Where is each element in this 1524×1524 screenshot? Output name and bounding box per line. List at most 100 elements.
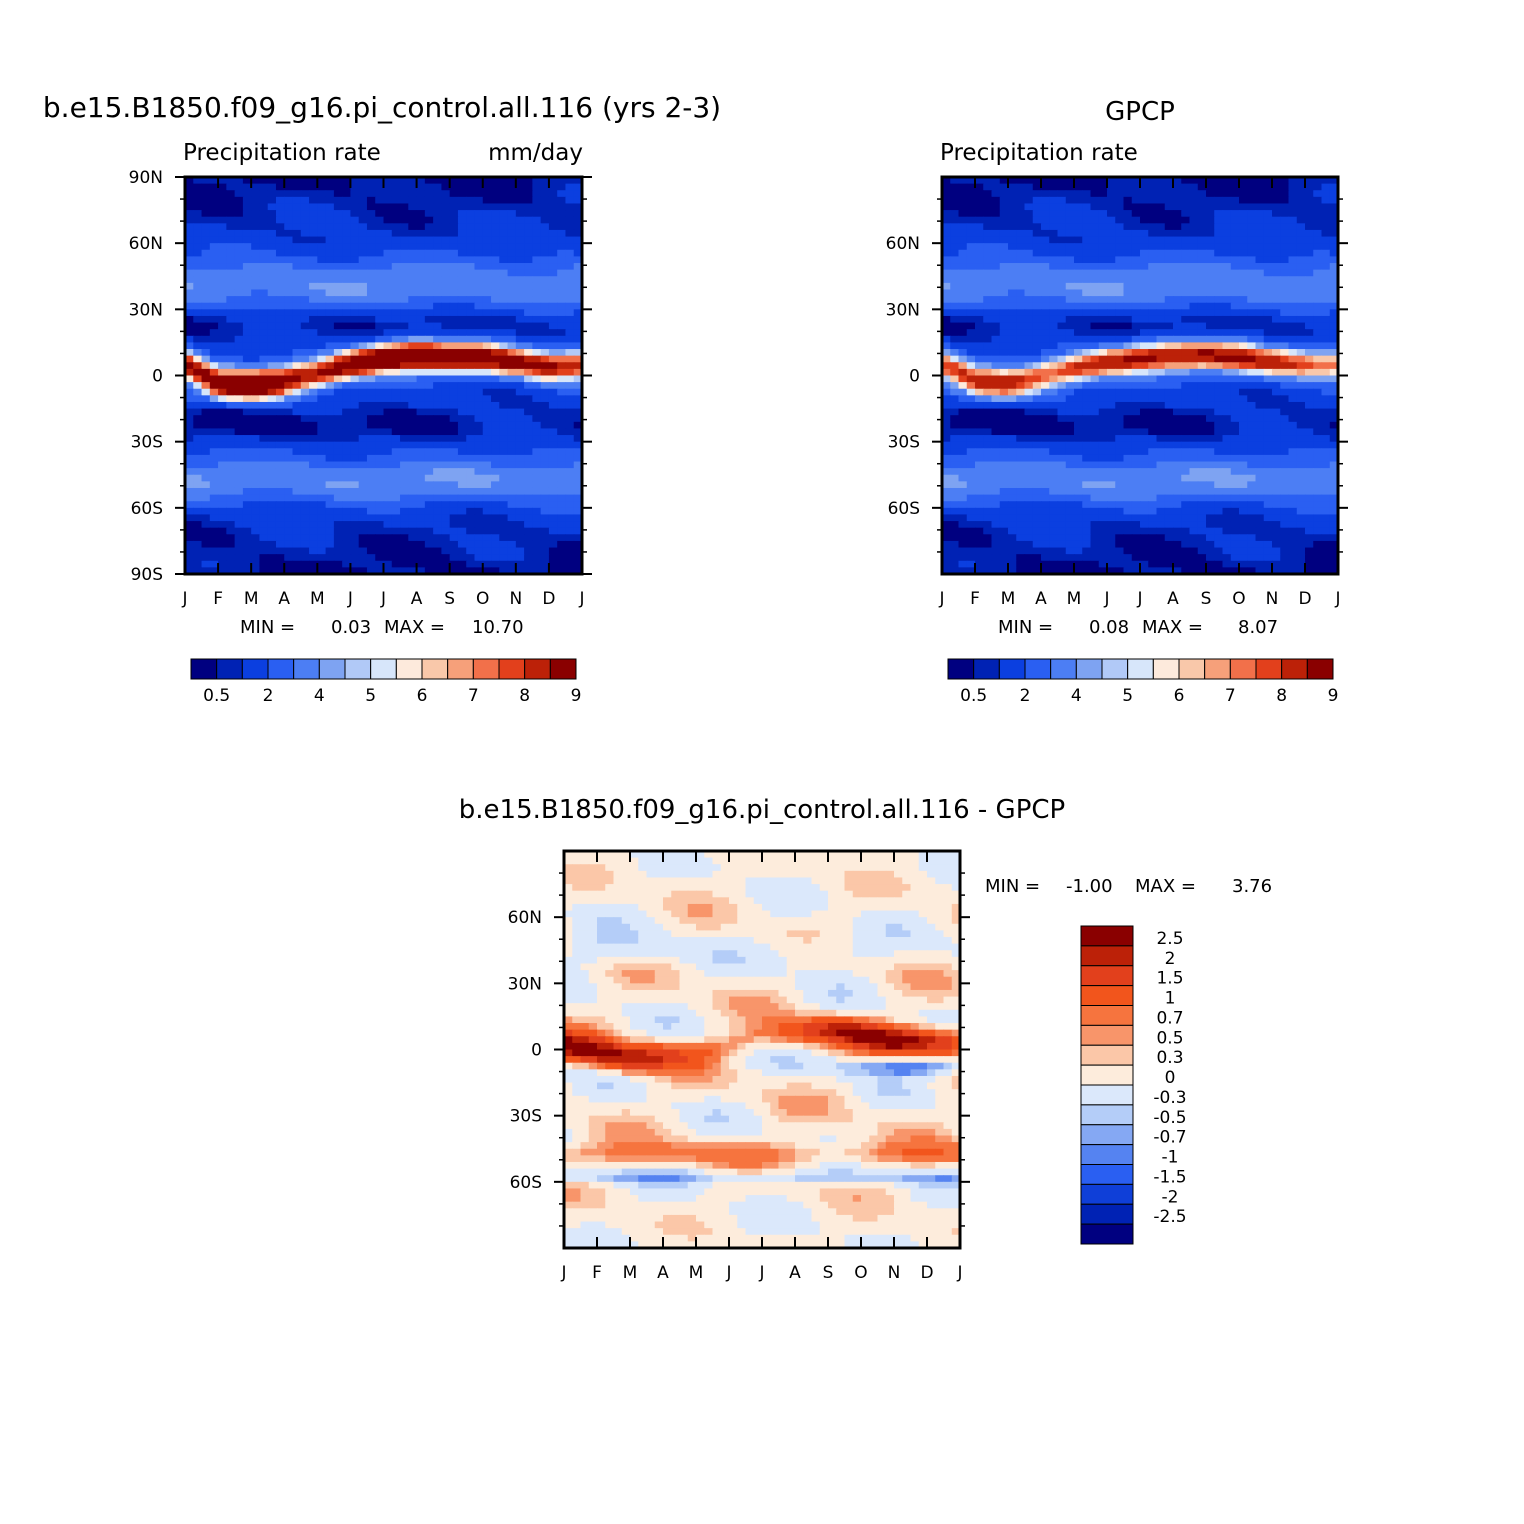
model-field-cell xyxy=(300,203,310,211)
obs-field-cell xyxy=(1008,177,1017,185)
obs-field-cell xyxy=(1008,355,1017,363)
model-field-cell xyxy=(482,474,492,482)
obs-field-cell xyxy=(1131,448,1141,456)
model-field-cell xyxy=(267,349,277,357)
model-field-cell xyxy=(515,282,525,291)
obs-field-cell xyxy=(1123,177,1133,185)
obs-field-cell xyxy=(1329,269,1338,277)
obs-field-cell xyxy=(1074,415,1083,423)
model-field-cell xyxy=(466,494,476,502)
model-field-cell xyxy=(267,435,277,443)
model-field-cell xyxy=(565,415,575,423)
obs-field-cell xyxy=(1074,329,1083,337)
model-field-cell xyxy=(218,514,227,522)
obs-field-cell xyxy=(983,236,993,244)
model-field-cell xyxy=(400,203,409,211)
model-field-cell xyxy=(309,468,318,476)
model-field-cell xyxy=(557,329,567,337)
model-field-cell xyxy=(350,501,360,509)
obs-field-cell xyxy=(1016,263,1026,271)
obs-field-cell xyxy=(1230,415,1240,423)
model-field-cell xyxy=(201,302,211,310)
obs-field-cell xyxy=(1230,183,1240,191)
model-field-cell xyxy=(366,435,376,443)
model-field-cell xyxy=(342,190,352,198)
obs-field-cell xyxy=(1049,249,1059,257)
obs-field-cell xyxy=(1131,236,1141,244)
obs-field-cell xyxy=(1074,368,1083,377)
obs-field-cell xyxy=(1222,349,1232,357)
obs-field-cell xyxy=(942,448,951,456)
model-field-cell xyxy=(309,183,318,191)
model-field-cell xyxy=(333,521,343,529)
obs-field-cell xyxy=(1222,269,1232,277)
obs-field-cell xyxy=(1074,302,1083,310)
model-field-cell xyxy=(201,329,211,337)
obs-field-cell xyxy=(1057,349,1067,357)
model-field-cell xyxy=(408,309,418,317)
model-field-cell xyxy=(408,567,418,574)
obs-field-cell xyxy=(1082,349,1092,357)
model-field-cell xyxy=(300,349,310,357)
model-field-cell xyxy=(284,302,294,310)
model-field-cell xyxy=(267,395,277,403)
obs-field-cell xyxy=(1214,329,1224,337)
model-field-cell xyxy=(218,534,227,542)
obs-field-cell xyxy=(999,322,1009,330)
obs-field-cell xyxy=(1305,435,1314,443)
model-field-cell xyxy=(218,421,227,430)
model-field-cell xyxy=(300,223,310,231)
obs-field-cell xyxy=(999,342,1009,350)
model-field-cell xyxy=(375,461,385,469)
model-field-cell xyxy=(333,249,343,257)
model-field-cell xyxy=(457,296,467,304)
model-field-cell xyxy=(209,302,219,310)
model-field-cell xyxy=(408,249,418,257)
obs-field-cell xyxy=(1148,448,1158,456)
obs-field-cell xyxy=(1296,375,1306,383)
model-field-cell xyxy=(251,349,261,357)
model-field-cell xyxy=(433,408,442,416)
model-field-cell xyxy=(300,210,310,218)
model-field-cell xyxy=(466,368,476,377)
model-field-cell xyxy=(383,223,393,231)
obs-field-cell xyxy=(1206,249,1215,257)
model-field-cell xyxy=(185,507,194,516)
model-field-cell xyxy=(350,256,360,264)
obs-field-cell xyxy=(1041,415,1050,423)
obs-field-cell xyxy=(1008,210,1017,218)
model-field-cell xyxy=(573,521,582,529)
model-field-cell xyxy=(333,229,343,238)
model-field-cell xyxy=(242,448,252,456)
model-field-cell xyxy=(540,329,550,337)
model-field-cell xyxy=(259,276,269,284)
model-field-cell xyxy=(234,349,244,357)
model-field-cell xyxy=(474,567,484,574)
obs-field-cell xyxy=(1197,368,1207,377)
model-field-cell xyxy=(548,362,558,370)
model-field-cell xyxy=(267,296,277,304)
model-field-cell xyxy=(309,401,318,410)
obs-field-cell xyxy=(1206,322,1215,330)
obs-field-cell xyxy=(983,243,993,251)
obs-field-cell xyxy=(1305,322,1314,330)
model-field-cell xyxy=(424,349,434,357)
model-field-cell xyxy=(540,388,550,396)
model-field-cell xyxy=(416,481,426,489)
model-field-cell xyxy=(433,256,442,264)
model-field-cell xyxy=(267,223,277,231)
model-field-cell xyxy=(557,282,567,291)
model-field-cell xyxy=(267,216,277,224)
model-field-cell xyxy=(209,177,219,185)
model-field-cell xyxy=(383,448,393,456)
model-field-cell xyxy=(284,401,294,410)
model-field-cell xyxy=(234,408,244,416)
model-field-cell xyxy=(350,223,360,231)
model-field-cell xyxy=(284,289,294,297)
obs-field-cell xyxy=(1305,296,1314,304)
obs-field-cell xyxy=(1255,382,1265,390)
model-field-cell xyxy=(416,177,426,185)
obs-field-cell xyxy=(1255,269,1265,277)
obs-field-cell xyxy=(1115,335,1125,344)
model-field-cell xyxy=(275,468,285,476)
